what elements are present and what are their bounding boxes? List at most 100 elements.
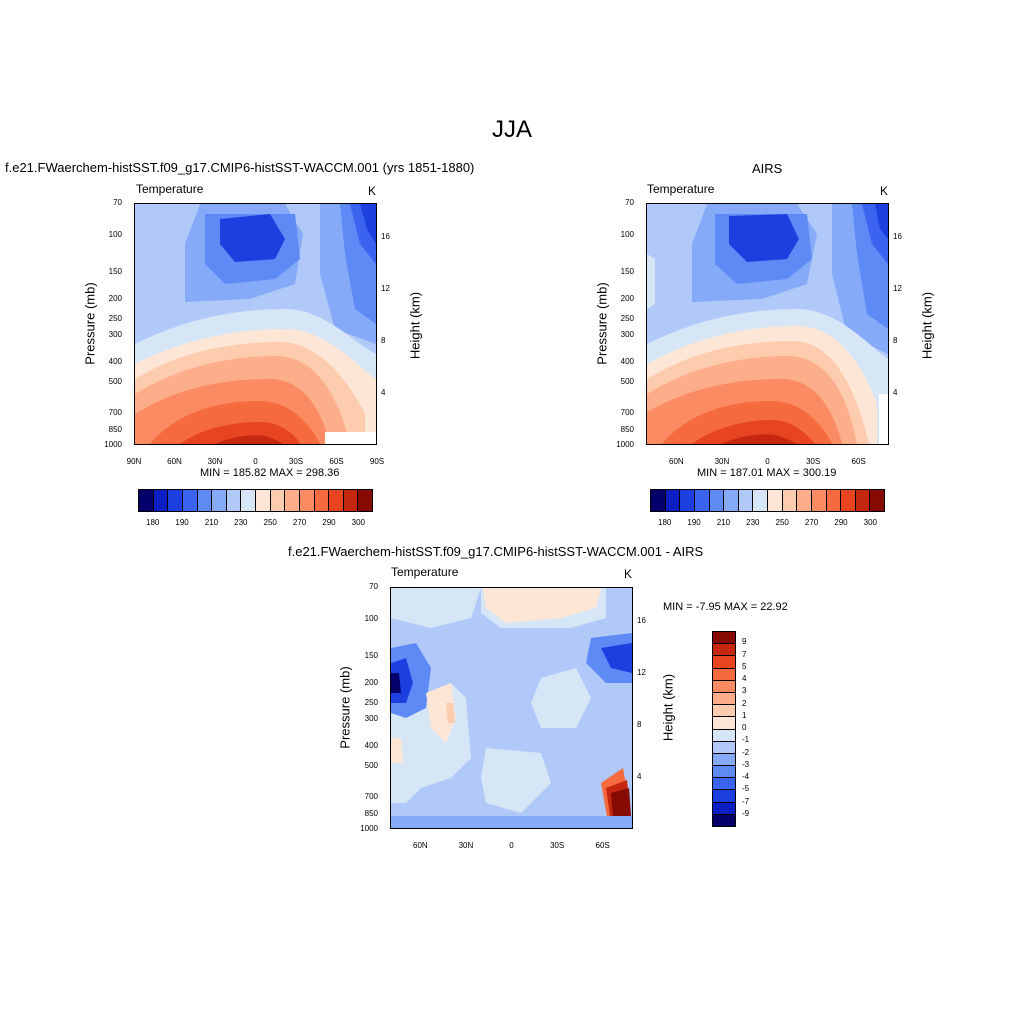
- panel3-ytick-label: 300: [364, 714, 378, 724]
- panel2-xtick-label: 30S: [805, 457, 821, 466]
- panel3-minmax: MIN = -7.95 MAX = 22.92: [663, 601, 788, 613]
- panel1-xtick-label: 90N: [126, 457, 142, 466]
- colorbar-swatch: [153, 490, 169, 511]
- panel2-ytick-label: 1000: [616, 440, 634, 449]
- panel2-xtick-label: 30N: [714, 457, 730, 466]
- colorbar-swatch: [713, 741, 735, 754]
- colorbar-swatch: [713, 814, 735, 826]
- panel2-ytick-label: 400: [620, 356, 634, 366]
- panel2-xtick-label: 0: [765, 457, 770, 466]
- colorbar-swatch: [713, 790, 735, 803]
- colorbar-swatch: [713, 644, 735, 657]
- panel1-minmax: MIN = 185.82 MAX = 298.36: [200, 467, 340, 479]
- colorbar-swatch: [713, 668, 735, 681]
- colorbar-label: 4: [742, 674, 747, 683]
- colorbar-swatch: [713, 632, 735, 645]
- colorbar-label: 230: [746, 518, 760, 527]
- colorbar-label: 300: [863, 518, 877, 527]
- colorbar-swatch: [299, 490, 315, 511]
- panel2-ytick-right-label: 8: [893, 335, 898, 345]
- panel1-ytick-label: 700: [108, 407, 122, 417]
- colorbar-swatch: [753, 490, 768, 511]
- panel1-units-label: K: [368, 184, 377, 198]
- colorbar-swatch: [724, 490, 739, 511]
- colorbar-swatch: [314, 490, 330, 511]
- colorbar-label: 0: [742, 723, 747, 732]
- panel3-units-label: K: [624, 567, 633, 581]
- panel2-units-label: K: [880, 184, 889, 198]
- panel1-ytick-label: 200: [108, 293, 122, 303]
- colorbar-swatch: [713, 753, 735, 767]
- panel2-xtick-label: 60N: [669, 457, 684, 466]
- panel3-ylabel-right: Height (km): [660, 673, 676, 742]
- panel3-xtick-label: 0: [509, 841, 514, 850]
- panel1-ytick-right-label: 4: [381, 387, 386, 397]
- colorbar-label: 180: [146, 518, 160, 527]
- panel3-xtick-label: 60S: [595, 841, 610, 850]
- panel2-field: [647, 204, 888, 444]
- colorbar-label: 5: [742, 661, 747, 671]
- colorbar-label: -1: [742, 735, 750, 745]
- colorbar-label: 180: [658, 518, 672, 527]
- colorbar-label: 210: [204, 518, 219, 527]
- colorbar-swatch: [270, 490, 286, 511]
- colorbar-swatch: [168, 490, 183, 511]
- colorbar-label: 250: [263, 518, 277, 527]
- colorbar-swatch: [197, 490, 213, 511]
- colorbar-label: 300: [351, 518, 365, 527]
- colorbar-swatch: [713, 717, 735, 730]
- panel2-ylabel: Pressure (mb): [594, 282, 610, 365]
- colorbar-swatch: [139, 490, 154, 511]
- panel2-ytick-label: 700: [620, 407, 634, 417]
- colorbar-label: -7: [742, 796, 750, 806]
- panel1-ytick-right-label: 16: [381, 231, 390, 241]
- panel1-plot: [134, 203, 377, 445]
- colorbar-label: 2: [742, 698, 747, 708]
- colorbar-label: 9: [742, 637, 747, 647]
- colorbar-label: -9: [742, 808, 750, 818]
- panel2-ytick-label: 200: [620, 293, 634, 303]
- panel3-ytick-label: 850: [364, 809, 378, 819]
- panel1-title: f.e21.FWaerchem-histSST.f09_g17.CMIP6-hi…: [5, 160, 475, 175]
- panel1-ytick-label: 400: [108, 356, 122, 366]
- panel1-ytick-label: 70: [113, 198, 122, 207]
- colorbar-swatch: [713, 766, 735, 779]
- panel2-ytick-label: 150: [620, 267, 634, 277]
- panel2-ytick-label: 250: [620, 313, 634, 323]
- panel2-ytick-right-label: 16: [893, 231, 902, 241]
- panel3-field: [391, 588, 632, 828]
- panel3-variable-label: Temperature: [391, 565, 459, 579]
- colorbar-label: -4: [742, 772, 750, 781]
- colorbar-label: 290: [834, 518, 848, 527]
- panel3-xtick-label: 30S: [549, 841, 565, 850]
- panel2-colorbar: [650, 489, 885, 512]
- panel3-ytick-label: 100: [364, 614, 378, 624]
- panel2-ytick-label: 70: [625, 198, 634, 207]
- panel2-xtick-label: 60S: [851, 457, 866, 466]
- colorbar-swatch: [182, 490, 198, 511]
- colorbar-swatch: [738, 490, 754, 511]
- colorbar-swatch: [212, 490, 227, 511]
- panel2-minmax: MIN = 187.01 MAX = 300.19: [697, 467, 837, 479]
- colorbar-swatch: [651, 490, 666, 511]
- panel1-ylabel-right: Height (km): [407, 291, 423, 360]
- panel3-ylabel: Pressure (mb): [337, 666, 353, 749]
- colorbar-label: 7: [742, 649, 747, 659]
- colorbar-label: -5: [742, 784, 750, 794]
- panel1-ytick-label: 850: [108, 425, 122, 435]
- panel3-plot: [390, 587, 633, 829]
- panel1-ytick-label: 300: [108, 330, 122, 340]
- panel1-ytick-label: 150: [108, 267, 122, 277]
- colorbar-swatch: [713, 692, 735, 706]
- panel2-ytick-label: 500: [620, 376, 634, 386]
- colorbar-swatch: [694, 490, 710, 511]
- panel1-colorbar: [138, 489, 373, 512]
- panel2-ytick-right-label: 12: [893, 283, 902, 293]
- colorbar-swatch: [713, 680, 735, 693]
- panel1-ytick-right-label: 8: [381, 335, 386, 345]
- panel1-ytick-label: 1000: [104, 440, 122, 449]
- panel2-ytick-right-label: 4: [893, 387, 898, 397]
- panel3-xtick-label: 30N: [458, 841, 474, 850]
- colorbar-label: -2: [742, 747, 750, 757]
- panel2-plot: [646, 203, 889, 445]
